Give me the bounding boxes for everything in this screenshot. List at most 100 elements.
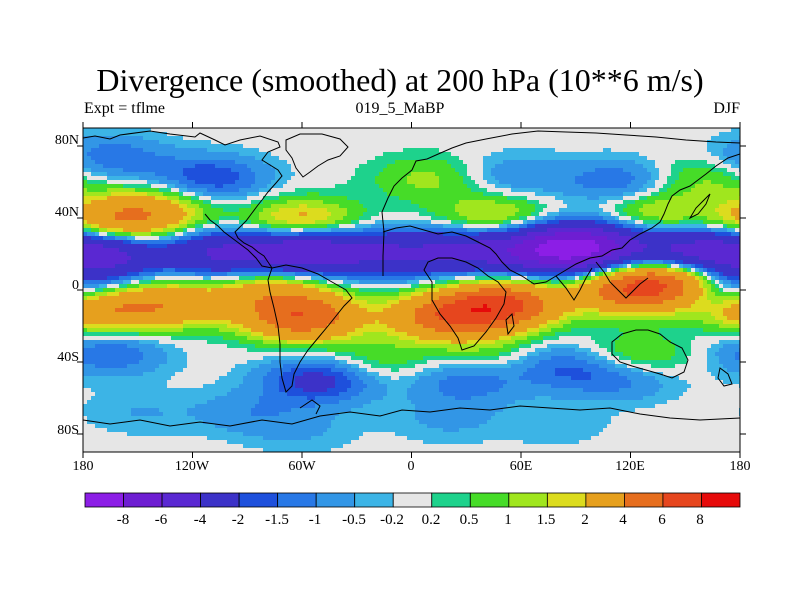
- field-cell: [343, 224, 348, 229]
- field-cell: [507, 172, 512, 177]
- field-cell: [139, 144, 144, 149]
- field-cell: [87, 204, 92, 209]
- field-cell: [615, 128, 620, 133]
- field-cell: [219, 216, 224, 221]
- field-cell: [359, 220, 364, 225]
- field-cell: [291, 188, 296, 193]
- field-cell: [471, 224, 476, 229]
- field-cell: [535, 144, 540, 149]
- field-cell: [715, 224, 720, 229]
- field-cell: [519, 236, 524, 241]
- field-cell: [387, 212, 392, 217]
- field-cell: [571, 180, 576, 185]
- field-cell: [475, 144, 480, 149]
- field-cell: [715, 204, 720, 209]
- field-cell: [123, 232, 128, 237]
- field-cell: [155, 216, 160, 221]
- field-cell: [127, 228, 132, 233]
- field-cell: [427, 204, 432, 209]
- field-cell: [283, 232, 288, 237]
- field-cell: [423, 212, 428, 217]
- field-cell: [555, 184, 560, 189]
- field-cell: [87, 212, 92, 217]
- field-cell: [539, 144, 544, 149]
- field-cell: [527, 244, 532, 249]
- field-cell: [527, 164, 532, 169]
- field-cell: [407, 232, 412, 237]
- field-cell: [523, 192, 528, 197]
- field-cell: [411, 176, 416, 181]
- field-cell: [459, 132, 464, 137]
- field-cell: [299, 156, 304, 161]
- field-cell: [535, 188, 540, 193]
- field-cell: [455, 236, 460, 241]
- field-cell: [219, 212, 224, 217]
- field-cell: [303, 200, 308, 205]
- field-cell: [111, 220, 116, 225]
- field-cell: [623, 224, 628, 229]
- field-cell: [495, 204, 500, 209]
- field-cell: [683, 136, 688, 141]
- field-cell: [571, 208, 576, 213]
- field-cell: [711, 176, 716, 181]
- field-cell: [295, 160, 300, 165]
- field-cell: [655, 132, 660, 137]
- field-cell: [303, 204, 308, 209]
- field-cell: [107, 192, 112, 197]
- field-cell: [663, 244, 668, 249]
- field-cell: [375, 228, 380, 233]
- field-cell: [247, 212, 252, 217]
- field-cell: [463, 200, 468, 205]
- field-cell: [399, 156, 404, 161]
- field-cell: [655, 176, 660, 181]
- field-cell: [543, 220, 548, 225]
- field-cell: [683, 164, 688, 169]
- field-cell: [499, 224, 504, 229]
- field-cell: [367, 132, 372, 137]
- field-cell: [523, 196, 528, 201]
- field-cell: [199, 184, 204, 189]
- field-cell: [199, 208, 204, 213]
- field-cell: [359, 204, 364, 209]
- field-cell: [711, 244, 716, 249]
- field-cell: [231, 216, 236, 221]
- field-cell: [403, 176, 408, 181]
- field-cell: [515, 148, 520, 153]
- field-cell: [119, 176, 124, 181]
- field-cell: [503, 212, 508, 217]
- field-cell: [495, 192, 500, 197]
- field-cell: [95, 176, 100, 181]
- field-cell: [675, 156, 680, 161]
- field-cell: [619, 156, 624, 161]
- field-cell: [287, 168, 292, 173]
- field-cell: [559, 200, 564, 205]
- field-cell: [355, 160, 360, 165]
- field-cell: [467, 200, 472, 205]
- field-cell: [195, 232, 200, 237]
- field-cell: [283, 164, 288, 169]
- field-cell: [635, 136, 640, 141]
- field-cell: [419, 164, 424, 169]
- field-cell: [715, 196, 720, 201]
- field-cell: [323, 148, 328, 153]
- field-cell: [159, 168, 164, 173]
- field-cell: [359, 140, 364, 145]
- field-cell: [555, 140, 560, 145]
- field-cell: [503, 224, 508, 229]
- field-cell: [419, 240, 424, 245]
- field-cell: [235, 152, 240, 157]
- field-cell: [323, 132, 328, 137]
- field-cell: [691, 164, 696, 169]
- field-cell: [671, 176, 676, 181]
- field-cell: [391, 224, 396, 229]
- field-cell: [667, 156, 672, 161]
- field-cell: [583, 232, 588, 237]
- field-cell: [203, 208, 208, 213]
- field-cell: [595, 160, 600, 165]
- field-cell: [103, 172, 108, 177]
- field-cell: [199, 236, 204, 241]
- field-cell: [139, 224, 144, 229]
- field-cell: [635, 220, 640, 225]
- field-cell: [219, 180, 224, 185]
- field-cell: [631, 240, 636, 245]
